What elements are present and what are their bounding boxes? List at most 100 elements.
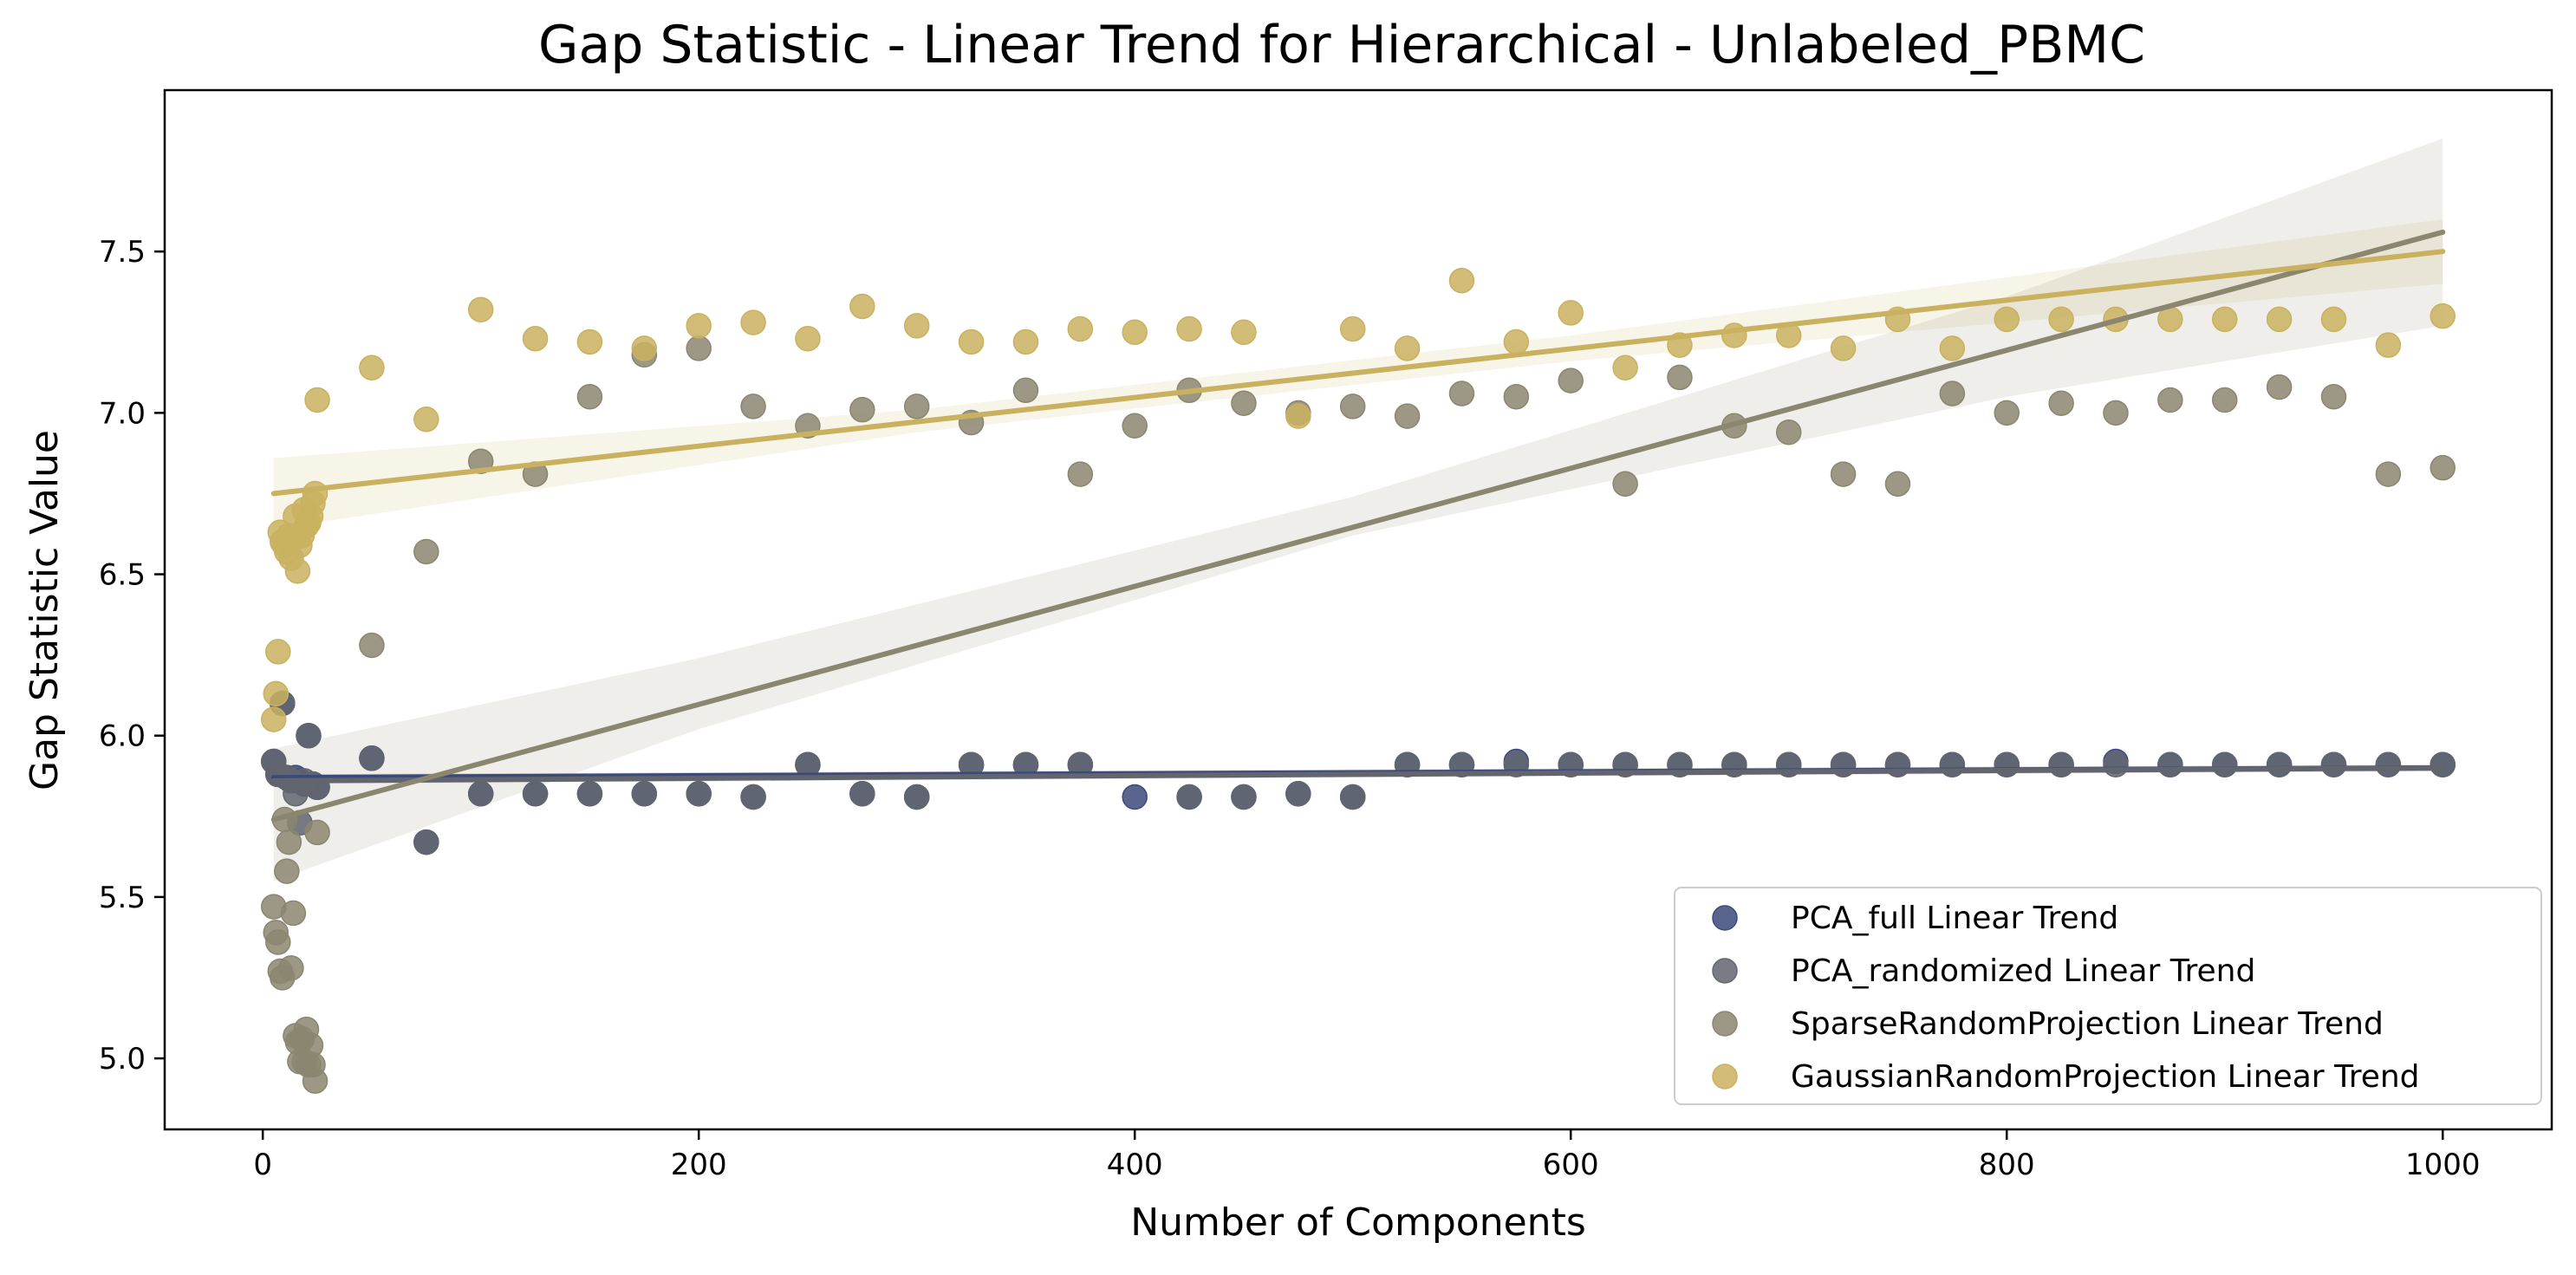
data-point-3-31 <box>903 313 930 339</box>
data-point-2-35 <box>1122 413 1148 439</box>
y-tick-label-1: 5.5 <box>99 881 146 915</box>
data-point-2-53 <box>2103 400 2129 426</box>
x-tick-label-4: 800 <box>1979 1148 2035 1182</box>
y-axis-label: Gap Statistic Value <box>23 430 67 790</box>
data-point-3-52 <box>2048 306 2074 333</box>
data-point-3-2 <box>265 639 291 665</box>
data-point-2-2 <box>265 929 291 955</box>
data-point-3-23 <box>467 296 494 322</box>
data-point-3-41 <box>1448 267 1475 294</box>
data-point-3-36 <box>1176 315 1202 342</box>
legend: PCA_full Linear Trend PCA_randomized Line… <box>1674 887 2542 1105</box>
data-point-1-25 <box>1176 784 1202 810</box>
data-point-2-58 <box>2375 461 2402 487</box>
data-point-3-21 <box>359 355 385 381</box>
axes: 0 200 400 600 800 1000 5.0 5.5 6.0 6.5 7.0 7.5 <box>99 235 2481 1182</box>
data-point-3-51 <box>1994 306 2020 333</box>
data-point-3-11 <box>284 558 311 584</box>
y-tick-label-0: 5.0 <box>99 1042 146 1077</box>
data-point-2-33 <box>1012 377 1039 404</box>
chart-title: Gap Statistic - Linear Trend for Hierarc… <box>538 15 2145 75</box>
y-tick-label-5: 7.5 <box>99 235 146 270</box>
data-point-2-57 <box>2320 383 2347 410</box>
legend-label-2: SparseRandomProjection Linear Trend <box>1791 1006 2384 1042</box>
data-point-2-40 <box>1394 403 1421 429</box>
data-point-3-26 <box>631 335 658 361</box>
data-point-3-22 <box>413 407 439 433</box>
data-point-1-28 <box>1339 784 1366 810</box>
data-point-3-19 <box>302 480 329 507</box>
data-point-2-52 <box>2048 390 2074 416</box>
data-point-2-54 <box>2157 387 2183 413</box>
data-point-2-56 <box>2266 374 2293 400</box>
data-point-2-28 <box>740 394 766 420</box>
legend-marker-1 <box>1712 958 1738 984</box>
data-point-1-14 <box>522 780 549 807</box>
data-point-3-44 <box>1612 355 1638 381</box>
legend-box <box>1674 887 2542 1105</box>
data-point-1-40 <box>1994 751 2020 777</box>
data-point-3-27 <box>686 313 712 339</box>
data-point-2-19 <box>302 1068 329 1094</box>
legend-label-3: GaussianRandomProjection Linear Trend <box>1791 1059 2420 1095</box>
data-point-2-51 <box>1994 400 2020 426</box>
data-point-3-37 <box>1231 319 1257 346</box>
x-axis-label: Number of Components <box>1130 1200 1586 1245</box>
data-point-1-20 <box>849 780 875 807</box>
data-point-3-46 <box>1721 322 1747 348</box>
data-point-3-1 <box>263 680 289 707</box>
data-point-3-39 <box>1339 315 1366 342</box>
data-point-3-56 <box>2266 306 2293 333</box>
plot-frame <box>163 88 2553 1131</box>
x-tick-label-5: 1000 <box>2405 1148 2481 1182</box>
data-point-2-31 <box>903 394 930 420</box>
data-point-3-40 <box>1394 335 1421 361</box>
data-point-2-9 <box>280 900 307 927</box>
data-point-1-13 <box>467 780 494 807</box>
data-point-3-0 <box>261 706 287 732</box>
legend-label-0: PCA_full Linear Trend <box>1791 901 2118 936</box>
data-point-3-25 <box>576 329 603 355</box>
data-point-1-41 <box>2048 751 2074 777</box>
data-point-3-58 <box>2375 332 2402 358</box>
data-point-0-25 <box>1122 784 1148 810</box>
legend-marker-3 <box>1712 1064 1738 1090</box>
data-point-3-33 <box>1012 329 1039 355</box>
data-point-3-24 <box>522 325 549 352</box>
data-point-3-38 <box>1285 403 1311 429</box>
data-point-1-45 <box>2266 751 2293 777</box>
data-point-2-47 <box>1775 419 1802 446</box>
data-point-3-20 <box>304 387 330 413</box>
data-point-2-39 <box>1339 394 1366 420</box>
data-point-2-41 <box>1448 381 1475 407</box>
data-point-1-48 <box>2430 751 2456 777</box>
data-point-1-26 <box>1231 784 1257 810</box>
data-point-1-42 <box>2103 751 2129 777</box>
data-point-2-50 <box>1939 381 1966 407</box>
data-point-2-20 <box>304 819 330 846</box>
trend-line-3 <box>270 249 2446 497</box>
trend-line-2 <box>270 229 2446 823</box>
data-point-2-30 <box>849 396 875 423</box>
data-point-3-30 <box>849 293 875 320</box>
data-point-1-16 <box>631 780 658 807</box>
data-point-2-27 <box>686 335 712 361</box>
y-tick-label-4: 7.0 <box>99 396 146 431</box>
data-point-2-21 <box>359 632 385 659</box>
data-point-3-50 <box>1939 335 1966 361</box>
data-point-2-48 <box>1830 461 1857 487</box>
data-point-2-37 <box>1231 390 1257 416</box>
x-tick-label-1: 200 <box>671 1148 727 1182</box>
data-point-2-6 <box>274 858 300 884</box>
data-point-3-32 <box>958 329 985 355</box>
data-point-3-35 <box>1122 319 1148 346</box>
data-point-3-42 <box>1503 329 1530 355</box>
y-tick-label-2: 6.0 <box>99 719 146 754</box>
x-tick-label-0: 0 <box>253 1148 272 1182</box>
data-point-3-43 <box>1558 300 1584 326</box>
legend-label-1: PCA_randomized Linear Trend <box>1791 953 2255 989</box>
data-point-1-21 <box>903 784 930 810</box>
data-point-1-17 <box>686 780 712 807</box>
